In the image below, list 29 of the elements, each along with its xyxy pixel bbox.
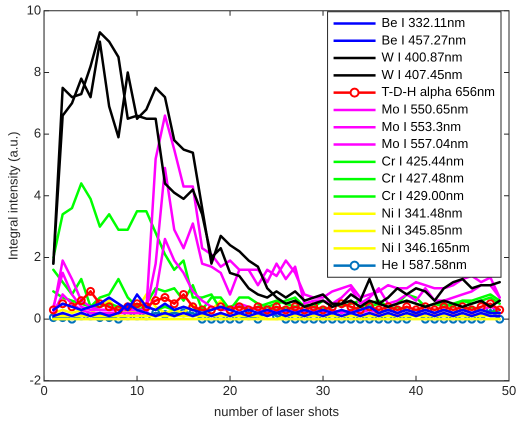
- x-tick-label: 50: [502, 383, 516, 398]
- y-tick-label: 0: [34, 310, 42, 326]
- legend-label: Cr I 429.00nm: [382, 188, 464, 204]
- y-tick-label: 2: [34, 249, 42, 264]
- legend-label: T-D-H alpha 656nm: [382, 84, 496, 100]
- y-axis-title: Integral intensity (a.u.): [5, 131, 20, 260]
- y-tick-label: 4: [34, 187, 42, 202]
- y-tick-label: 8: [34, 64, 42, 80]
- legend-label: Ni I 346.165nm: [382, 240, 470, 255]
- legend-label: Mo I 553.3nm: [382, 118, 462, 134]
- legend-label: Be I 457.27nm: [382, 32, 466, 48]
- y-tick-label: 10: [26, 2, 42, 18]
- legend-label: He I 587.58nm: [382, 257, 467, 272]
- x-tick-label: 20: [222, 383, 238, 398]
- legend-label: W I 407.45nm: [382, 66, 462, 82]
- x-axis-title: number of laser shots: [214, 404, 340, 419]
- legend-label: Ni I 341.48nm: [382, 205, 462, 220]
- legend-label: W I 400.87nm: [382, 50, 462, 65]
- legend-label: Be I 332.11nm: [382, 15, 466, 30]
- x-tick-label: 40: [408, 383, 424, 398]
- legend-label: Mo I 550.65nm: [382, 102, 468, 117]
- x-tick-label: 10: [130, 383, 144, 398]
- legend-label: Cr I 427.48nm: [382, 170, 464, 186]
- legend-label: Cr I 425.44nm: [382, 153, 464, 168]
- legend-label: Mo I 557.04nm: [382, 136, 468, 152]
- legend-label: Ni I 345.85nm: [382, 222, 462, 238]
- y-tick-label: 6: [34, 126, 42, 141]
- x-tick-label: 30: [316, 383, 330, 398]
- y-tick-label: -2: [29, 372, 42, 388]
